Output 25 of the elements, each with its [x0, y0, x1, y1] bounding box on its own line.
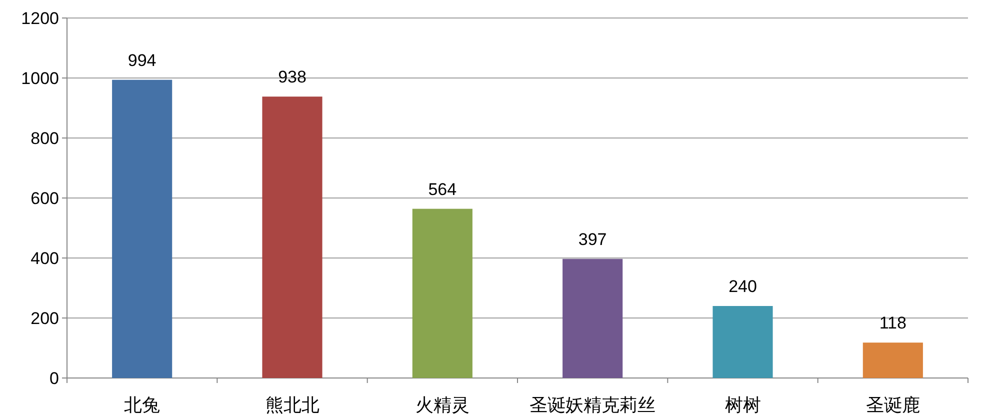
- y-tick-label: 1000: [21, 69, 59, 88]
- y-tick-label: 600: [30, 189, 59, 208]
- y-tick-label: 800: [30, 129, 59, 148]
- bar: [712, 306, 773, 378]
- x-tick-label: 火精灵: [415, 395, 470, 415]
- bar: [412, 208, 472, 378]
- bar: [262, 96, 322, 378]
- x-tick-label: 圣诞鹿: [866, 395, 920, 415]
- data-label: 240: [728, 277, 757, 296]
- y-tick-label: 200: [30, 309, 59, 328]
- y-tick-label: 0: [50, 369, 59, 388]
- x-tick-label: 北兔: [124, 395, 160, 415]
- data-label: 118: [879, 314, 906, 333]
- y-tick-label: 400: [30, 249, 59, 268]
- data-label: 564: [428, 180, 457, 199]
- y-tick-label: 1200: [21, 9, 59, 28]
- data-label: 938: [278, 68, 306, 87]
- x-tick-label: 圣诞妖精克莉丝: [530, 395, 656, 415]
- x-tick-label: 树树: [724, 395, 761, 415]
- bar: [562, 258, 623, 378]
- data-label: 397: [578, 230, 607, 249]
- bar: [112, 80, 172, 378]
- bar: [862, 342, 923, 378]
- x-tick-label: 熊北北: [265, 395, 320, 415]
- data-label: 994: [128, 50, 156, 70]
